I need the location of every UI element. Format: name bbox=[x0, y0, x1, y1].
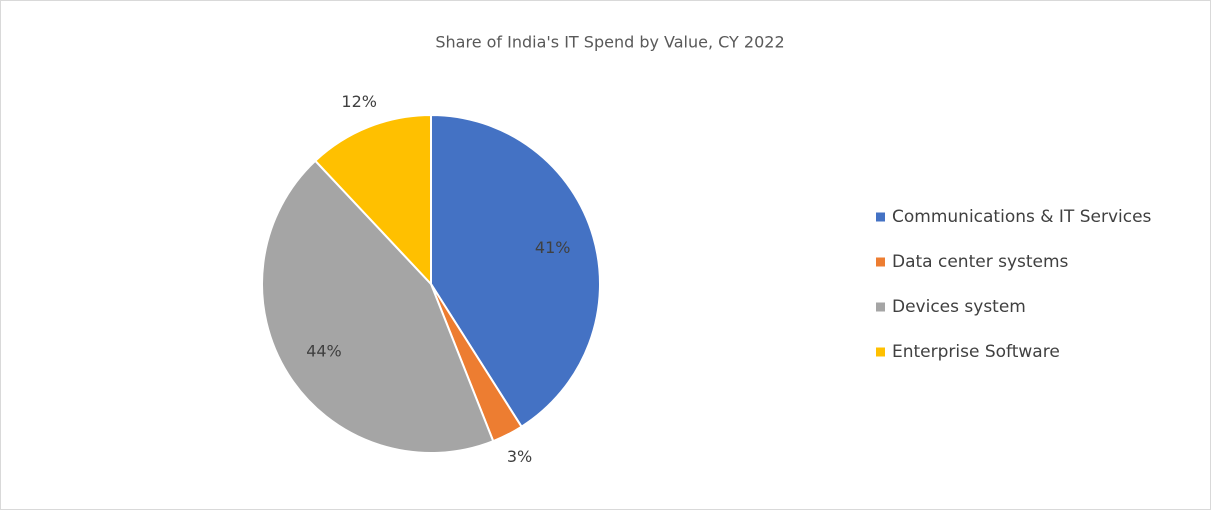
data-label: 12% bbox=[341, 92, 377, 111]
legend-label: Enterprise Software bbox=[892, 342, 1060, 362]
pie-slice bbox=[261, 159, 495, 454]
legend-swatch bbox=[876, 302, 885, 312]
legend-swatch bbox=[876, 347, 885, 357]
legend-label: Communications & IT Services bbox=[892, 207, 1152, 227]
legend-label: Data center systems bbox=[892, 252, 1069, 272]
data-label: 41% bbox=[535, 238, 571, 257]
data-label: 44% bbox=[306, 341, 342, 360]
legend-swatch bbox=[876, 212, 885, 222]
legend-swatch bbox=[876, 257, 885, 267]
chart-title: Share of India's IT Spend by Value, CY 2… bbox=[435, 33, 784, 52]
legend-label: Devices system bbox=[892, 297, 1026, 317]
pie-slice bbox=[313, 113, 432, 287]
data-label: 3% bbox=[507, 447, 532, 466]
